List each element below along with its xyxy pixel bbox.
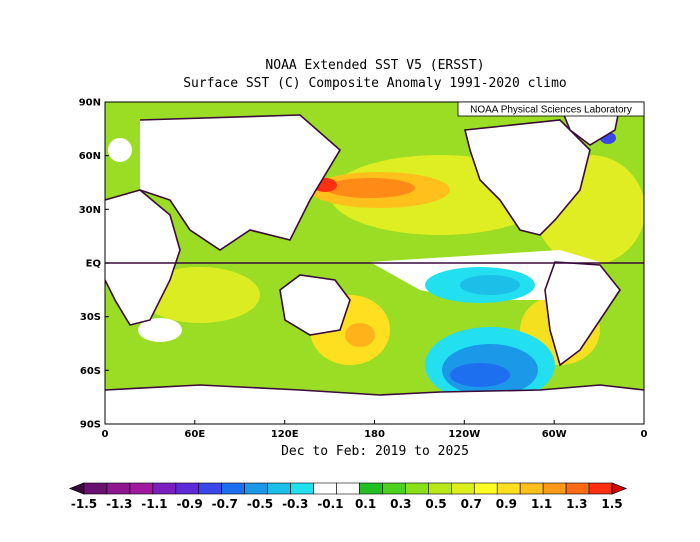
colorbar-label: -1.1 — [141, 497, 167, 511]
period-label: Dec to Feb: 2019 to 2025 — [281, 444, 469, 459]
lat-tick-label: 60N — [79, 151, 101, 162]
colorbar-bin — [152, 482, 177, 495]
colorbar-bin — [451, 482, 475, 495]
colorbar-bin — [175, 482, 200, 495]
colorbar-labels: -1.5 -1.3 -1.1 -0.9 -0.7 -0.5 -0.3 -0.1 0.1 0.3 0.… — [71, 497, 623, 511]
lon-tick-label: 0 — [641, 429, 648, 440]
lat-tick-label: 90S — [80, 420, 101, 431]
colorbar-bin — [405, 482, 429, 495]
colorbar-bin — [290, 482, 314, 495]
lon-tick-label: 120W — [448, 429, 480, 440]
colorbar-label: 1.3 — [566, 497, 587, 511]
credit-box — [457, 101, 645, 117]
colorbar-label: 0.3 — [390, 497, 411, 511]
colorbar-label: 0.9 — [496, 497, 517, 511]
colorbar-arrow-low — [68, 482, 85, 495]
colorbar-bin — [336, 482, 360, 495]
colorbar-label: -0.5 — [247, 497, 273, 511]
colorbar-bin — [129, 482, 154, 495]
colorbar-bin — [83, 482, 108, 495]
colorbar-label: 1.5 — [601, 497, 622, 511]
chart-subtitle: Surface SST (C) Composite Anomaly 1991-2… — [183, 76, 567, 91]
credit-label: NOAA Physical Sciences Laboratory — [470, 105, 632, 116]
lat-tick-label: EQ — [86, 259, 101, 270]
lat-tick-label: 60S — [80, 366, 101, 377]
colorbar-bin — [428, 482, 452, 495]
latitude-axis: 90N 60N 30N EQ 30S 60S 90S — [79, 98, 109, 431]
colorbar-bin — [106, 482, 131, 495]
colorbar-label: -0.9 — [176, 497, 202, 511]
lon-tick-label: 120E — [271, 429, 299, 440]
colorbar-bin — [221, 482, 245, 495]
colorbar-bin — [542, 482, 567, 495]
colorbar-label: 0.1 — [355, 497, 376, 511]
colorbar-bin — [244, 482, 268, 495]
colorbar-label: 1.1 — [531, 497, 552, 511]
colorbar-bin — [519, 482, 544, 495]
colorbar-bin — [382, 482, 406, 495]
colorbar-bin — [496, 482, 521, 495]
lat-tick-label: 30S — [80, 312, 101, 323]
colorbar-label: 0.5 — [425, 497, 446, 511]
chart-title: NOAA Extended SST V5 (ERSST) — [265, 58, 485, 73]
longitude-axis: 0 60E 120E 180 120W 60W 0 — [102, 420, 648, 440]
colorbar-bin — [267, 482, 291, 495]
lat-tick-label: 30N — [79, 205, 101, 216]
colorbar-bin — [359, 482, 383, 495]
lon-tick-label: 180 — [364, 429, 385, 440]
colorbar-label: -0.3 — [282, 497, 308, 511]
colorbar-bin — [198, 482, 223, 495]
anomaly-field — [105, 102, 644, 424]
colorbar-bin — [565, 482, 590, 495]
lon-tick-label: 0 — [102, 429, 109, 440]
colorbar-label: -1.3 — [106, 497, 132, 511]
colorbar-arrow-high — [611, 482, 628, 495]
lon-tick-label: 60E — [184, 429, 205, 440]
colorbar-label: -1.5 — [71, 497, 97, 511]
colorbar-label: 0.7 — [461, 497, 482, 511]
colorbar-label: -0.1 — [317, 497, 343, 511]
colorbar-bin — [313, 482, 337, 495]
colorbar-bin — [588, 482, 613, 495]
lon-tick-label: 60W — [542, 429, 567, 440]
lat-tick-label: 90N — [79, 98, 101, 109]
coastlines — [105, 104, 644, 396]
colorbar-label: -0.7 — [212, 497, 238, 511]
colorbar-bins — [68, 482, 628, 495]
colorbar-bin — [473, 482, 498, 495]
